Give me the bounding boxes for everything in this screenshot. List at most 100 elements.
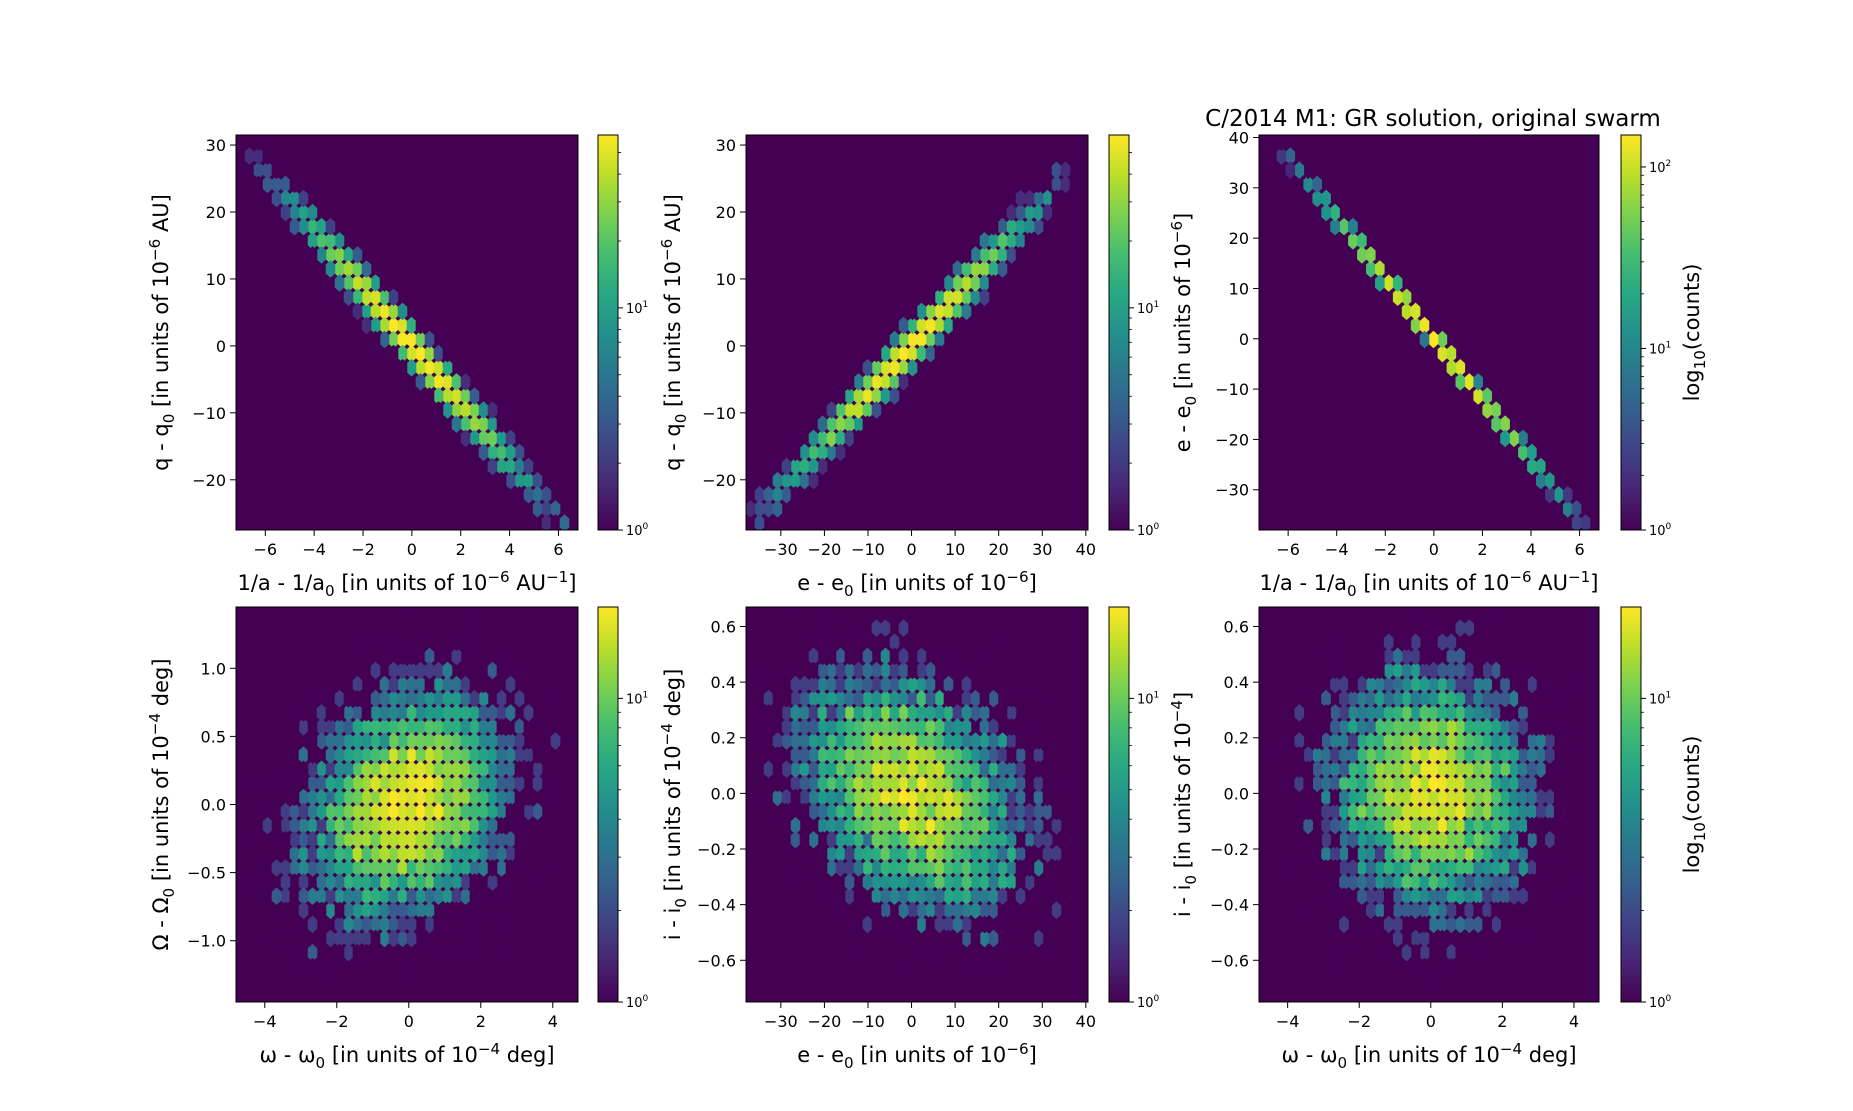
hex-cell [925, 344, 936, 363]
hex-cell [451, 802, 462, 821]
hex-cell [916, 316, 927, 335]
hex-cell [406, 943, 417, 962]
hex-cell [979, 288, 990, 306]
hex-cell [1473, 845, 1483, 863]
hex-cell [898, 958, 909, 976]
hex-cell [763, 718, 774, 736]
hex-cell [1428, 859, 1439, 877]
hex-cell [379, 344, 390, 363]
hex-cell [424, 915, 435, 934]
hex-cell [853, 732, 864, 750]
hex-cell [1589, 915, 1599, 934]
hex-cell [1015, 760, 1026, 778]
hex-cell [496, 471, 507, 490]
x-tick-label: −4 [253, 1012, 277, 1031]
hex-cell [889, 647, 900, 666]
hex-cell [532, 471, 543, 490]
hex-cell [970, 929, 981, 948]
hex-cell [415, 316, 426, 335]
hex-cell [478, 802, 489, 821]
hex-cell [451, 647, 462, 666]
hex-cell [523, 760, 534, 778]
hex-cell [1527, 774, 1537, 793]
hex-cell [1545, 732, 1555, 750]
hex-cell [898, 845, 909, 863]
hex-cell [1562, 732, 1573, 750]
hex-cell [844, 415, 855, 433]
hex-cell [1500, 788, 1510, 807]
hex-cell [415, 647, 426, 666]
hex-cell [1294, 760, 1305, 778]
hex-cell [424, 802, 435, 821]
hex-cell [460, 774, 471, 793]
hex-cell [469, 873, 480, 891]
hex-cell [424, 788, 435, 807]
hex-cell [808, 788, 819, 807]
hex-cell [460, 760, 471, 778]
hex-cell [505, 774, 516, 793]
hex-cell [1500, 704, 1510, 722]
hex-cell [1401, 774, 1412, 793]
colorbar-gradient [1108, 134, 1130, 531]
hex-cell [433, 359, 444, 377]
hex-cell [343, 802, 354, 821]
hex-cell [1375, 802, 1385, 821]
hex-cell [952, 901, 963, 920]
hex-cell [343, 929, 354, 948]
hex-cell [952, 704, 963, 722]
hex-cell [1500, 873, 1510, 891]
hex-cell [1491, 802, 1501, 821]
hex-cell [871, 633, 882, 651]
hex-cell [970, 246, 981, 264]
hex-cell [505, 689, 516, 708]
hex-cell [817, 774, 828, 793]
hex-cell [790, 457, 801, 476]
hex-cell [1509, 816, 1519, 835]
hex-cell [496, 831, 507, 849]
hexbin-cells [746, 135, 1088, 530]
hex-cell [1491, 732, 1501, 750]
hex-cell [826, 732, 837, 750]
hex-cell [1482, 845, 1492, 863]
hex-cell [478, 887, 489, 905]
hex-cell [1491, 788, 1501, 807]
hex-cell [415, 373, 426, 391]
hex-cell [1375, 718, 1385, 736]
hex-cell [379, 746, 390, 764]
hex-cell [451, 816, 462, 835]
hex-cell [826, 429, 837, 448]
hex-cell [478, 873, 489, 891]
hex-cell [451, 401, 462, 419]
hex-cell [478, 401, 489, 419]
hex-cell [970, 816, 981, 835]
hex-cell [1455, 831, 1466, 849]
hex-cell [1580, 831, 1591, 849]
hex-cell [826, 415, 837, 433]
hex-cell [880, 373, 891, 391]
hex-cell [280, 203, 291, 222]
hex-cell [943, 845, 954, 863]
hex-cell [1553, 816, 1564, 835]
hex-cell [826, 675, 837, 694]
hex-cell [862, 915, 873, 934]
hex-cell [1015, 929, 1026, 948]
hex-cell [790, 760, 801, 778]
y-tick-label: 0 [216, 337, 226, 356]
hex-cell [979, 958, 990, 976]
hex-cell [442, 661, 453, 680]
hex-cell [460, 619, 471, 637]
hex-cell [853, 619, 864, 637]
hex-cell [532, 873, 543, 891]
hex-cell [1464, 661, 1475, 680]
hex-cell [1401, 647, 1412, 666]
hex-cell [370, 704, 381, 722]
hex-cell [880, 816, 891, 835]
hex-cell [1015, 203, 1026, 222]
hex-cell [889, 718, 900, 736]
hex-cell [907, 359, 918, 377]
hex-cell [997, 887, 1008, 905]
hex-cell [496, 689, 507, 708]
hex-cell [361, 718, 372, 736]
hex-cell [1294, 845, 1305, 863]
hex-cell [514, 457, 525, 476]
